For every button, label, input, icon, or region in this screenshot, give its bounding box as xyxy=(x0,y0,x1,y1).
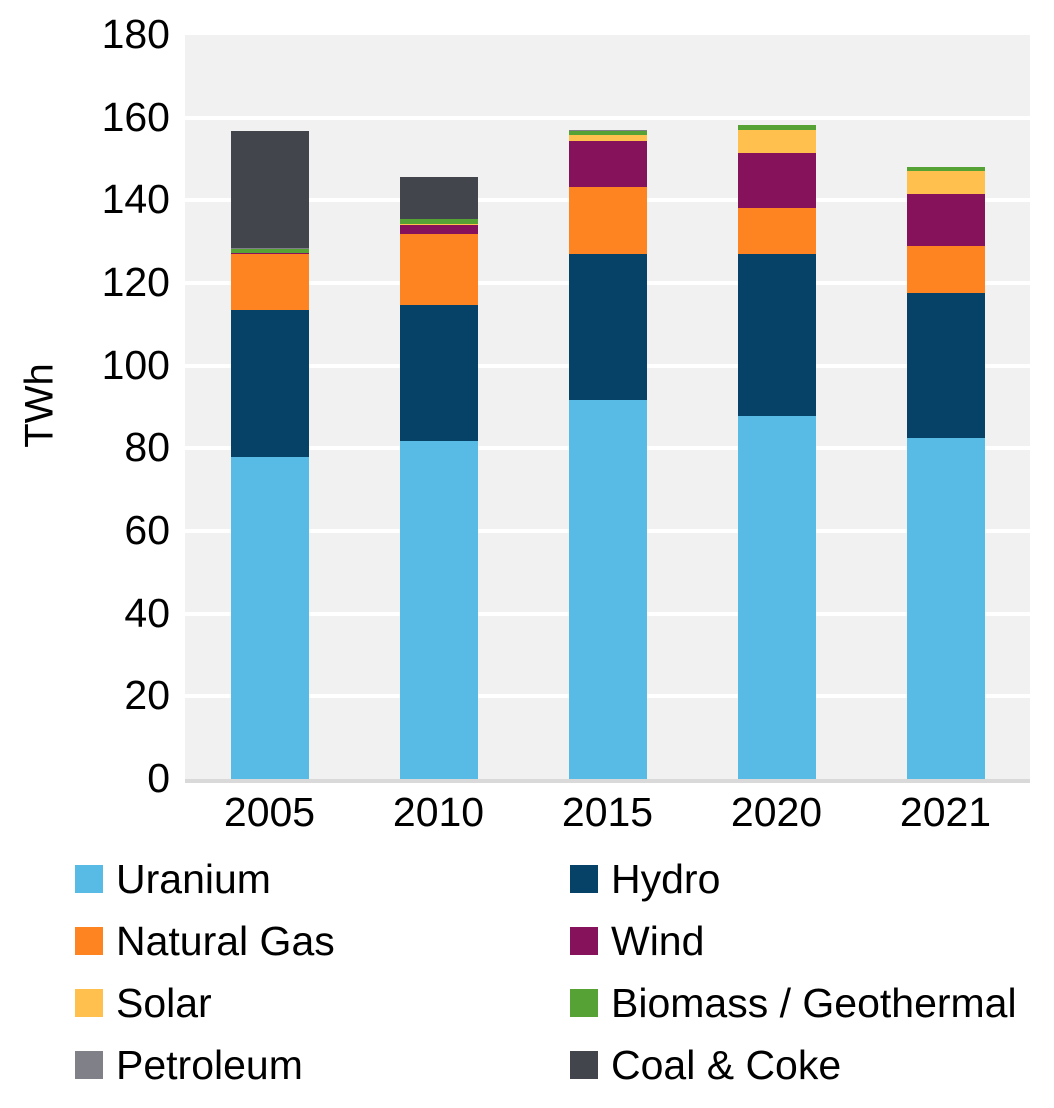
bar-segment[interactable] xyxy=(568,130,647,136)
bar-segment[interactable] xyxy=(906,193,985,246)
bar-segment[interactable] xyxy=(399,224,478,235)
legend-item[interactable]: Biomass / Geothermal xyxy=(570,979,1035,1026)
legend-label: Petroleum xyxy=(116,1041,303,1088)
bar-segment[interactable] xyxy=(230,252,309,255)
y-axis-tick-label: 40 xyxy=(124,589,170,636)
legend-label: Coal & Coke xyxy=(611,1041,842,1088)
bar-segment[interactable] xyxy=(230,130,309,248)
legend-item[interactable]: Coal & Coke xyxy=(570,1041,1035,1088)
bar-segment[interactable] xyxy=(737,153,816,208)
bar-segment[interactable] xyxy=(906,171,985,194)
bar-segment[interactable] xyxy=(230,310,309,457)
bar-segment[interactable] xyxy=(737,125,816,131)
bar-segment[interactable] xyxy=(399,177,478,219)
y-axis-tick-label: 80 xyxy=(124,424,170,471)
x-axis-tick-labels: 2005 2010 2015 2020 2021 xyxy=(185,786,1030,842)
y-axis-tick-label: 140 xyxy=(101,176,170,223)
legend-item[interactable]: Wind xyxy=(570,917,1035,964)
y-axis-tick-label: 0 xyxy=(147,755,170,801)
legend-item[interactable]: Hydro xyxy=(570,855,1035,902)
bar-segment[interactable] xyxy=(906,438,985,779)
y-axis-tick-labels: 180 160 140 120 100 80 60 40 20 0 xyxy=(0,0,185,1108)
bar-segment[interactable] xyxy=(568,400,647,779)
bar-segment[interactable] xyxy=(568,187,647,255)
bar-segment[interactable] xyxy=(230,247,309,249)
legend-label: Wind xyxy=(611,917,705,964)
y-axis-tick-label: 100 xyxy=(101,341,170,388)
plot-area xyxy=(185,35,1030,779)
chart-legend: Uranium Hydro Natural Gas Wind Solar Biomass … xyxy=(75,848,1035,1098)
bar-segment[interactable] xyxy=(906,292,985,439)
legend-label: Uranium xyxy=(116,855,271,902)
legend-item[interactable]: Uranium xyxy=(75,855,570,902)
bar-segment[interactable] xyxy=(399,218,478,224)
legend-label: Hydro xyxy=(611,855,721,902)
legend-swatch-icon xyxy=(75,927,103,955)
bar-segment[interactable] xyxy=(568,140,647,188)
y-axis-tick-label: 20 xyxy=(124,672,170,719)
legend-item[interactable]: Solar xyxy=(75,979,570,1026)
bar-segment[interactable] xyxy=(906,245,985,293)
bar-segment[interactable] xyxy=(399,440,478,779)
bar-segment[interactable] xyxy=(568,254,647,401)
bar-segment[interactable] xyxy=(737,416,816,779)
bar-segment[interactable] xyxy=(230,248,309,253)
bar-segment[interactable] xyxy=(737,207,816,255)
bar-segment[interactable] xyxy=(568,129,647,131)
legend-swatch-icon xyxy=(75,989,103,1017)
x-axis-tick-label: 2020 xyxy=(730,789,823,835)
legend-swatch-icon xyxy=(570,1051,598,1079)
legend-label: Biomass / Geothermal xyxy=(611,979,1017,1026)
x-axis-tick-label: 2005 xyxy=(223,789,316,835)
bar-group[interactable] xyxy=(230,130,309,779)
x-axis-tick-label: 2010 xyxy=(392,789,485,835)
legend-swatch-icon xyxy=(75,1051,103,1079)
bar-segment[interactable] xyxy=(737,130,816,154)
x-axis-tick-label: 2015 xyxy=(561,789,654,835)
y-axis-tick-label: 120 xyxy=(101,259,170,305)
legend-label: Solar xyxy=(116,979,212,1026)
bar-group[interactable] xyxy=(737,125,816,779)
bar-group[interactable] xyxy=(568,129,647,779)
bar-group[interactable] xyxy=(906,166,985,779)
bar-segment[interactable] xyxy=(568,135,647,141)
legend-label: Natural Gas xyxy=(116,917,335,964)
legend-swatch-icon xyxy=(75,865,103,893)
bar-segment[interactable] xyxy=(737,254,816,417)
bar-segment[interactable] xyxy=(399,234,478,306)
gridline xyxy=(185,115,1030,120)
x-axis-tick-label: 2021 xyxy=(899,789,992,835)
x-axis-line xyxy=(185,779,1030,783)
y-axis-tick-label: 60 xyxy=(124,507,170,553)
y-axis-tick-label: 180 xyxy=(101,11,170,57)
legend-swatch-icon xyxy=(570,927,598,955)
legend-item[interactable]: Petroleum xyxy=(75,1041,570,1088)
y-axis-tick-label: 160 xyxy=(101,93,170,140)
bar-segment[interactable] xyxy=(230,254,309,311)
legend-swatch-icon xyxy=(570,989,598,1017)
bar-segment[interactable] xyxy=(399,223,478,225)
bar-segment[interactable] xyxy=(906,166,985,172)
legend-item[interactable]: Natural Gas xyxy=(75,917,570,964)
legend-swatch-icon xyxy=(570,865,598,893)
bar-segment[interactable] xyxy=(399,305,478,441)
bar-segment[interactable] xyxy=(230,456,309,779)
bar-group[interactable] xyxy=(399,177,478,779)
